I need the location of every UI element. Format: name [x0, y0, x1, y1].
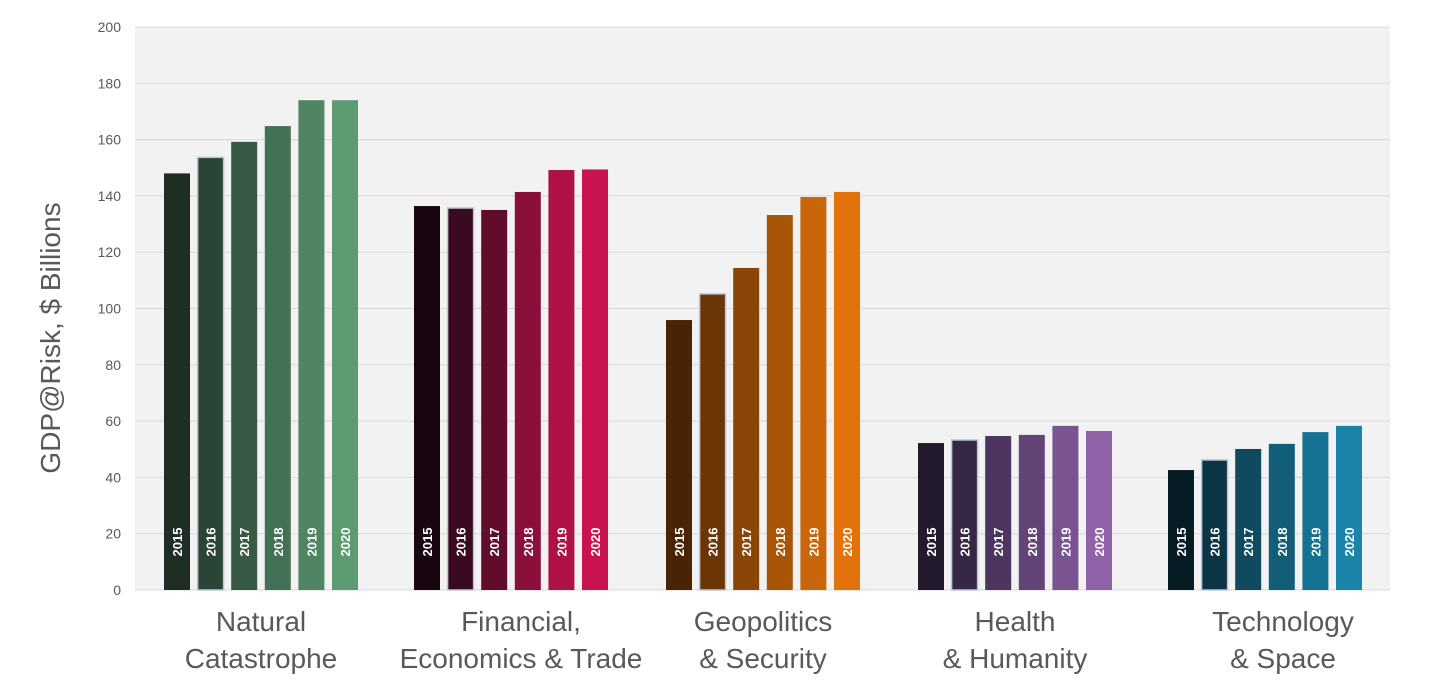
bar: [1302, 432, 1329, 590]
y-tick-label: 180: [98, 75, 122, 91]
category-label: Natural: [216, 606, 306, 637]
category-label: Technology: [1212, 606, 1354, 637]
bar: [950, 439, 979, 591]
bar: [164, 173, 190, 590]
bar-year-label: 2018: [271, 528, 286, 557]
y-axis-label: GDP@Risk, $ Billions: [35, 202, 66, 473]
y-tick-label: 100: [98, 301, 122, 317]
category-label: & Humanity: [943, 643, 1088, 674]
bar-year-label: 2017: [237, 528, 252, 557]
bar-year-label: 2015: [1174, 528, 1189, 557]
bar-year-label: 2019: [1308, 528, 1323, 557]
bar: [1336, 425, 1362, 590]
bar: [446, 207, 475, 591]
bar-year-label: 2018: [521, 528, 536, 557]
bar-year-label: 2015: [420, 528, 435, 557]
bar: [985, 436, 1012, 590]
bar: [1200, 459, 1229, 591]
bars: 2015 2016 2017 2018 2019 2020 2015 2016 2017 2018…: [164, 100, 1362, 591]
bar-year-label: 2020: [338, 528, 353, 557]
bar: [1052, 425, 1079, 590]
bar: [298, 100, 325, 590]
y-tick-label: 0: [113, 582, 121, 598]
bar: [698, 293, 727, 591]
bar-year-label: 2017: [487, 528, 502, 557]
bar: [1168, 470, 1194, 590]
y-tick-label: 40: [105, 469, 121, 485]
bar: [196, 156, 225, 591]
bar-year-label: 2016: [204, 528, 219, 557]
y-tick-label: 20: [105, 526, 121, 542]
bar: [582, 169, 608, 590]
bar-year-label: 2019: [554, 528, 569, 557]
bar-year-label: 2019: [1058, 528, 1073, 557]
category-labels: Natural Catastrophe Financial, Economics & …: [185, 606, 1354, 674]
bar-year-label: 2016: [454, 528, 469, 557]
category-label: Health: [975, 606, 1056, 637]
bar: [918, 443, 944, 590]
y-tick-label: 80: [105, 357, 121, 373]
bar-year-label: 2019: [304, 528, 319, 557]
bar: [1018, 434, 1045, 590]
bar: [1235, 448, 1262, 590]
bar: [481, 209, 508, 590]
category-label: Financial,: [461, 606, 581, 637]
bar: [231, 141, 258, 591]
y-tick-label: 140: [98, 188, 122, 204]
bar-year-label: 2019: [806, 528, 821, 557]
bar: [548, 170, 575, 590]
bar-year-label: 2015: [924, 528, 939, 557]
y-tick-label: 120: [98, 244, 122, 260]
bar: [834, 191, 860, 591]
bar-year-label: 2018: [1275, 528, 1290, 557]
bar-year-label: 2018: [1025, 528, 1040, 557]
bar: [1268, 443, 1295, 590]
bar: [800, 197, 827, 590]
bar-year-label: 2017: [991, 528, 1006, 557]
bar: [666, 320, 692, 590]
bar-year-label: 2020: [1342, 528, 1357, 557]
bar-year-label: 2020: [840, 528, 855, 557]
y-tick-label: 60: [105, 413, 121, 429]
bar: [766, 215, 793, 591]
bar: [514, 191, 541, 591]
bar-year-label: 2020: [1092, 528, 1107, 557]
y-tick-label: 200: [98, 19, 122, 35]
bar-year-label: 2015: [170, 528, 185, 557]
bar: [264, 126, 291, 590]
bar: [414, 206, 440, 590]
bar-year-label: 2016: [1208, 528, 1223, 557]
bar: [332, 100, 358, 590]
bar-year-label: 2020: [588, 528, 603, 557]
bar-year-label: 2016: [706, 528, 721, 557]
category-label: & Space: [1230, 643, 1336, 674]
bar-year-label: 2017: [739, 528, 754, 557]
bar-year-label: 2016: [958, 528, 973, 557]
bar: [1086, 430, 1112, 590]
bar-year-label: 2017: [1241, 528, 1256, 557]
category-label: Catastrophe: [185, 643, 338, 674]
category-label: Economics & Trade: [400, 643, 643, 674]
y-tick-label: 160: [98, 132, 122, 148]
category-label: & Security: [699, 643, 827, 674]
bar: [733, 267, 760, 590]
y-tick-labels: 0 20 40 60 80 100 120 140 160 180 200: [98, 19, 122, 598]
bar-year-label: 2015: [672, 528, 687, 557]
category-label: Geopolitics: [694, 606, 833, 637]
bar-year-label: 2018: [773, 528, 788, 557]
